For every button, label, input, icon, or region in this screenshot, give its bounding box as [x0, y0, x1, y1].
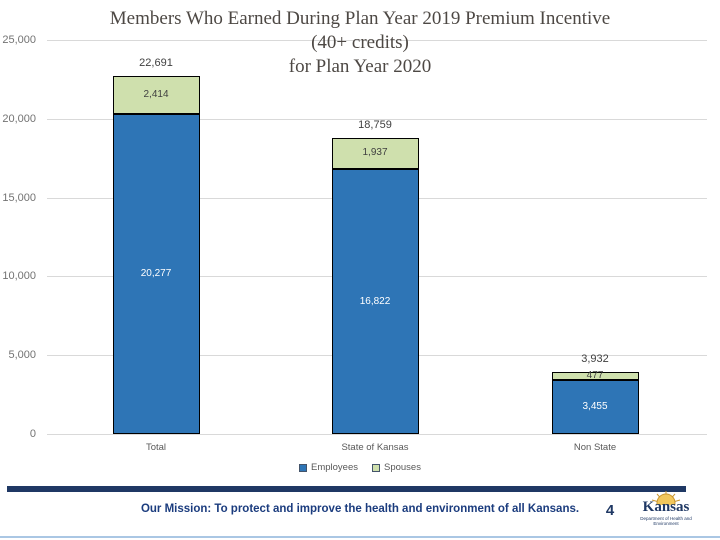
y-axis-tick-label: 15,000	[2, 191, 36, 204]
logo-subtext: Department of Health and Environment	[640, 516, 692, 526]
gridline	[47, 40, 707, 41]
x-axis-category-label: Total	[145, 442, 167, 453]
sunburst-icon	[651, 491, 681, 505]
bar-value-label: 16,822	[359, 295, 391, 307]
legend-item-spouses: Spouses	[372, 462, 421, 473]
bar-segment-spouses	[331, 138, 419, 169]
bar-total-label: 22,691	[139, 57, 173, 70]
bar-value-label: 2,414	[143, 89, 169, 101]
legend-swatch	[299, 463, 307, 472]
y-axis-tick-label: 25,000	[2, 34, 36, 46]
legend-item-employees: Employees	[299, 462, 358, 473]
x-axis-category-label: Non State	[573, 442, 617, 453]
logo-wordmark: Kansas	[642, 499, 690, 515]
bar-value-label: 20,277	[140, 268, 172, 280]
bar-value-label: 3,455	[582, 400, 608, 412]
bar-total-label: 3,932	[581, 353, 609, 366]
bar-segment-employees	[112, 114, 200, 434]
legend-label: Employees	[311, 462, 358, 473]
stacked-bar-chart: 0 5,000 10,000 15,000 20,000 25,000 20,277 2,41…	[2, 34, 707, 453]
chart-legend: Employees Spouses	[0, 462, 720, 473]
x-axis-category-label: State of Kansas	[341, 442, 409, 453]
bar-segment-spouses	[551, 372, 639, 380]
footer-divider-bar	[7, 486, 686, 492]
kdhe-logo: Kansas Department of Health and Environm…	[637, 491, 695, 533]
y-axis-tick-label: 5,000	[8, 349, 36, 362]
legend-swatch	[372, 463, 380, 472]
y-axis-tick-label: 20,000	[2, 112, 36, 125]
chart-title: Members Who Earned During Plan Year 2019…	[0, 7, 720, 79]
chart-title-line3: for Plan Year 2020	[288, 56, 432, 77]
gridline	[47, 434, 707, 435]
y-axis-tick-label: 10,000	[2, 270, 36, 283]
y-axis-tick-label: 0	[29, 428, 36, 440]
chart-title-line2: (40+ credits)	[311, 32, 409, 53]
page-number: 4	[605, 502, 615, 519]
bar-segment-spouses	[112, 76, 200, 115]
bar-segment-employees	[551, 379, 639, 434]
bar-value-label: 477	[586, 370, 604, 382]
bar-total-label: 18,759	[358, 119, 392, 132]
mission-statement: Our Mission: To protect and improve the …	[140, 503, 580, 515]
bar-segment-employees	[331, 168, 419, 434]
legend-label: Spouses	[384, 462, 421, 473]
bottom-accent-line	[0, 536, 720, 538]
gridline	[47, 118, 707, 120]
bar-value-label: 1,937	[362, 147, 388, 159]
chart-title-line1: Members Who Earned During Plan Year 2019…	[109, 8, 611, 29]
